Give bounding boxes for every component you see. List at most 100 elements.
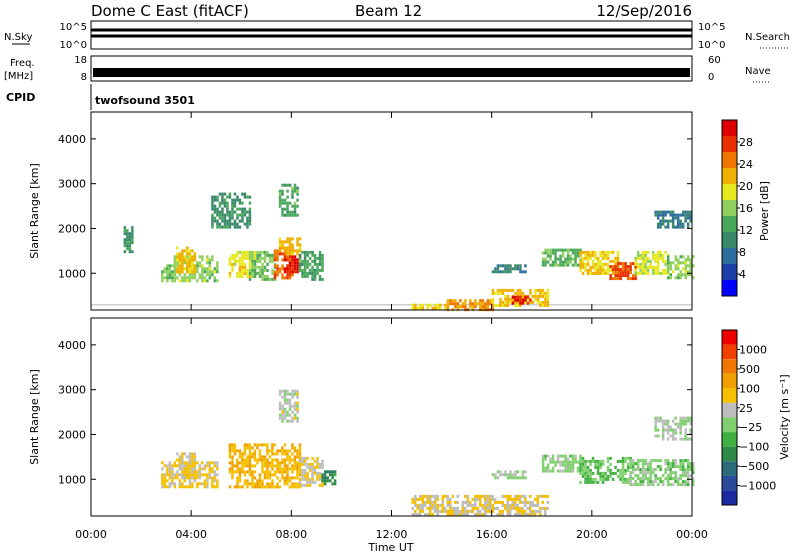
velocity-cell-region-10 <box>631 459 635 463</box>
velocity-cell-region-4 <box>298 459 302 463</box>
velocity-cell-region-10 <box>676 477 680 481</box>
power-cell-region-4 <box>241 192 244 196</box>
velocity-cell-region-3 <box>286 401 289 405</box>
velocity-cell-region-6 <box>501 503 504 507</box>
power-cell-region-8 <box>288 255 292 259</box>
colorbar-swatch <box>722 490 737 505</box>
velocity-cell-region-1 <box>188 470 192 474</box>
power-cell-region-4 <box>213 204 217 208</box>
power-cell-region-19 <box>629 277 632 281</box>
power-cell-region-22 <box>669 213 672 217</box>
power-cell-region-21 <box>689 261 692 265</box>
velocity-cell-region-6 <box>536 503 539 507</box>
velocity-cell-region-11 <box>684 416 687 420</box>
power-cell-region-18 <box>594 262 597 266</box>
velocity-cell-region-8 <box>561 460 565 464</box>
power-cell-region-4 <box>231 201 234 205</box>
power-cell-region-7 <box>273 249 277 253</box>
velocity-cell-region-0 <box>213 479 217 483</box>
velocity-cell-region-9 <box>594 480 597 484</box>
power-cell-region-11 <box>316 271 319 275</box>
power-cell-region-22 <box>664 213 667 217</box>
power-cell-region-13 <box>464 299 467 303</box>
velocity-cell-region-6 <box>461 509 464 513</box>
power-cell-region-3 <box>178 258 182 262</box>
power-cell-region-19 <box>616 271 620 275</box>
velocity-cell-region-6 <box>429 509 432 513</box>
velocity-cell-region-0 <box>213 473 217 477</box>
power-cell-region-13 <box>461 305 465 309</box>
power-cell-region-14 <box>536 294 540 298</box>
power-cell-region-7 <box>278 252 282 256</box>
velocity-cell-region-11 <box>656 416 660 420</box>
velocity-cell-region-7 <box>496 470 500 474</box>
power-cell-region-17 <box>554 257 557 261</box>
velocity-cell-region-6 <box>486 503 489 507</box>
velocity-cell-region-6 <box>441 500 444 504</box>
velocity-cell-region-9 <box>599 462 602 466</box>
velocity-cell-region-11 <box>666 437 670 441</box>
velocity-cell-region-7 <box>491 473 495 477</box>
velocity-cell-region-8 <box>546 454 550 458</box>
velocity-cell-region-3 <box>291 395 294 399</box>
power-cell-region-18 <box>604 262 607 266</box>
power-cell-region-20 <box>639 253 642 257</box>
velocity-cell-region-3 <box>281 419 284 423</box>
power-cell-region-16 <box>504 264 507 268</box>
power-cell-region-16 <box>506 264 510 268</box>
velocity-cell-region-2 <box>251 470 254 474</box>
velocity-cell-region-2 <box>253 464 257 468</box>
power-cell-region-15 <box>521 298 525 302</box>
power-cell-region-7 <box>273 276 277 280</box>
velocity-cell-region-1 <box>193 476 197 480</box>
velocity-cell-region-0 <box>186 485 189 489</box>
power-cell-region-20 <box>634 262 637 266</box>
velocity-cell-region-6 <box>489 497 492 501</box>
velocity-cell-region-2 <box>236 479 239 483</box>
power-cell-region-16 <box>509 267 512 271</box>
velocity-cell-region-2 <box>231 464 234 468</box>
power-cell-region-4 <box>241 201 244 205</box>
power-cell-region-6 <box>266 250 269 254</box>
power-cell-region-18 <box>601 253 605 257</box>
power-cell-region-8 <box>288 270 292 274</box>
velocity-cell-region-9 <box>609 468 612 472</box>
velocity-cell-region-10 <box>689 462 692 466</box>
velocity-cell-region-2 <box>288 476 292 480</box>
power-cell-region-7 <box>278 270 282 274</box>
power-cell-region-4 <box>223 216 227 220</box>
velocity-cell-region-3 <box>283 401 287 405</box>
velocity-cell-region-0 <box>171 476 174 480</box>
power-cell-region-4 <box>228 225 232 229</box>
power-cell-region-3 <box>176 255 179 259</box>
power-cell-region-9 <box>278 240 282 244</box>
velocity-cell-region-2 <box>271 467 274 471</box>
power-cell-region-11 <box>313 259 317 263</box>
velocity-cell-region-6 <box>421 506 424 510</box>
colorbar-swatch <box>722 200 737 216</box>
velocity-cell-region-6 <box>474 503 477 507</box>
velocity-cell-region-0 <box>198 476 202 480</box>
velocity-cell-region-11 <box>666 431 670 435</box>
velocity-cell-region-6 <box>479 503 482 507</box>
colorbar-swatch <box>722 184 737 200</box>
velocity-cell-region-2 <box>228 443 232 447</box>
velocity-cell-region-8 <box>569 460 572 464</box>
power-cell-region-9 <box>288 237 292 241</box>
velocity-cell-region-6 <box>436 494 439 498</box>
power-cell-region-6 <box>271 268 274 272</box>
power-cell-region-21 <box>672 261 675 265</box>
velocity-cell-region-11 <box>684 419 687 423</box>
power-cell-region-19 <box>631 274 635 278</box>
velocity-cell-region-6 <box>501 509 504 513</box>
power-cell-region-22 <box>671 225 675 229</box>
velocity-cell-region-7 <box>504 470 507 474</box>
velocity-cell-region-11 <box>654 434 657 438</box>
velocity-cell-region-6 <box>449 503 452 507</box>
power-cell-region-4 <box>238 213 242 217</box>
power-cell-region-16 <box>496 267 500 271</box>
velocity-cell-region-10 <box>669 465 672 469</box>
velocity-cell-region-3 <box>281 407 284 411</box>
velocity-cell-region-2 <box>233 443 237 447</box>
power-cell-region-5 <box>241 271 244 275</box>
